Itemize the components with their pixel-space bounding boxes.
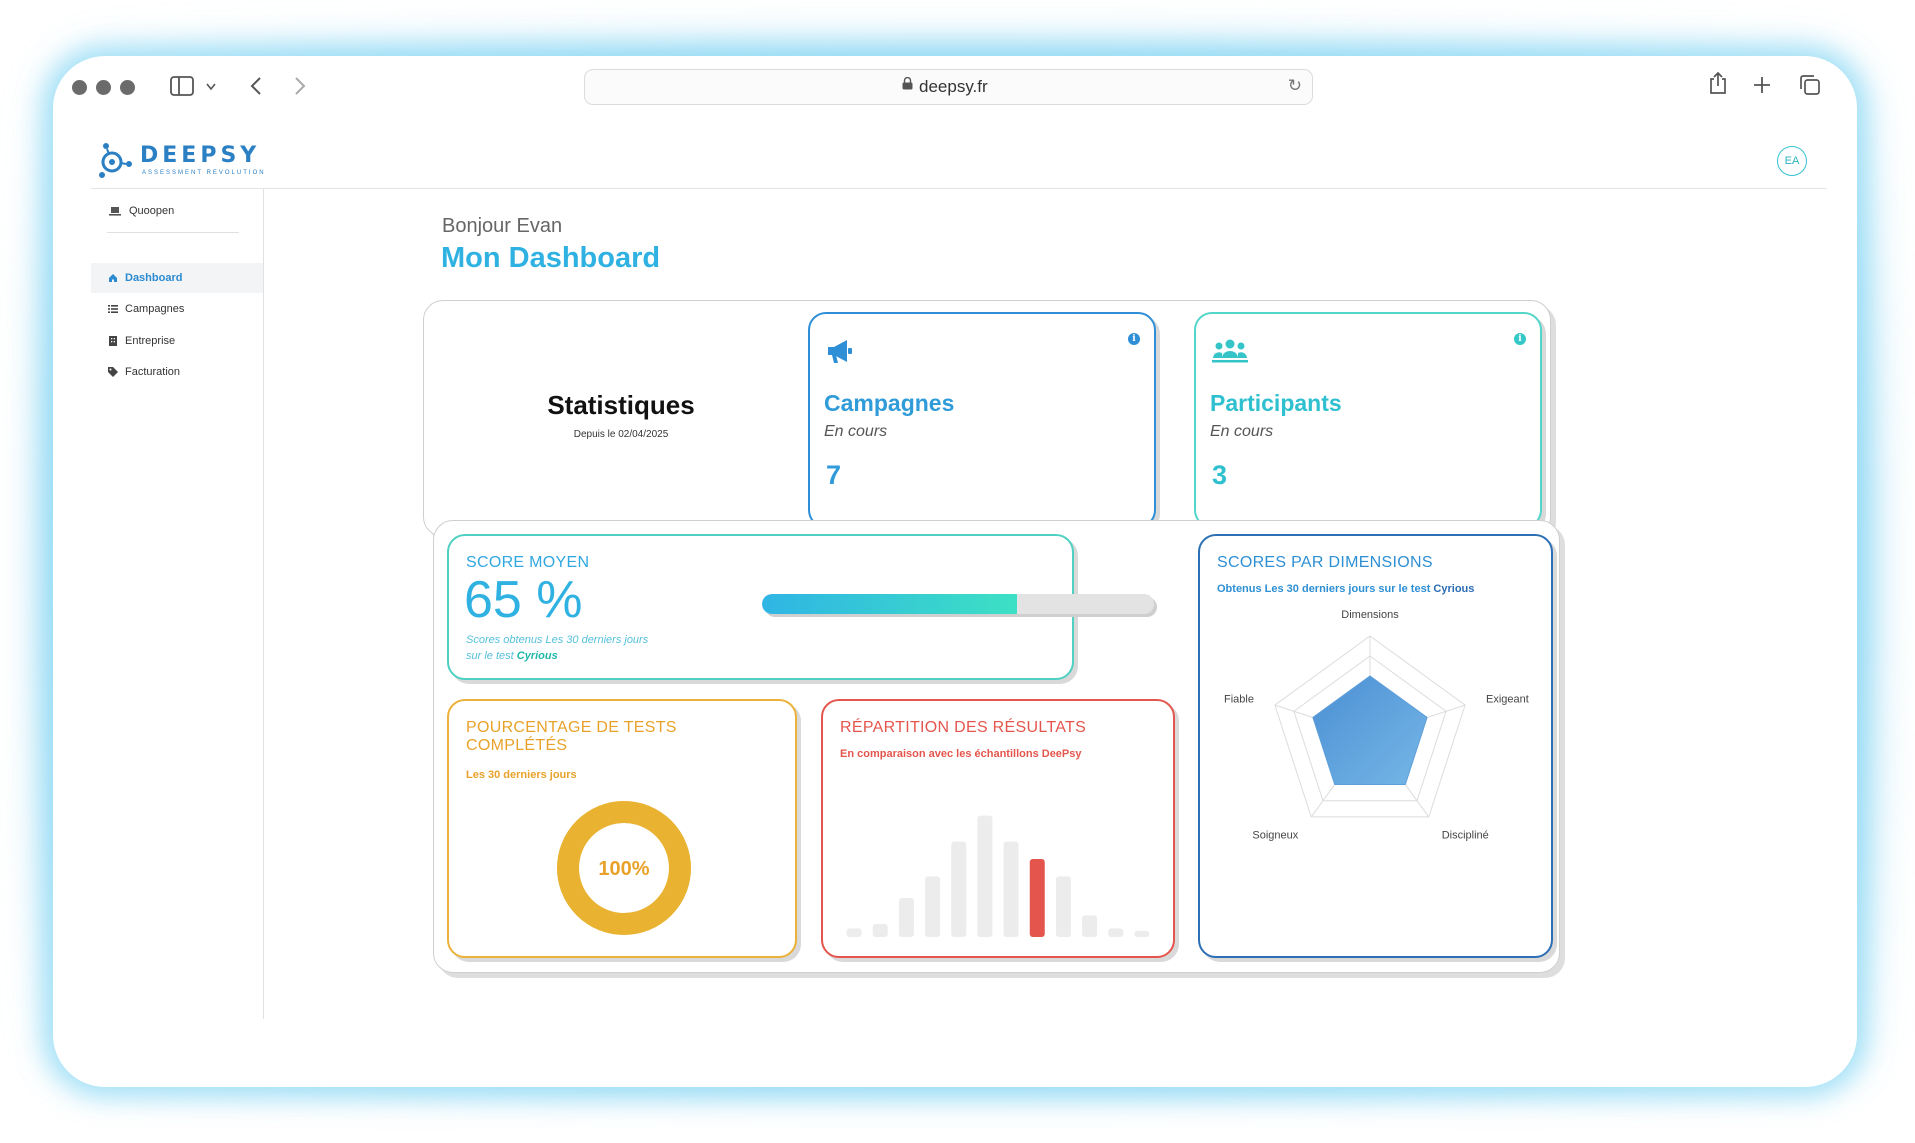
page-title: Mon Dashboard [441, 242, 661, 274]
dimensions-sub: Obtenus Les 30 derniers jours sur le tes… [1217, 583, 1474, 595]
forward-icon[interactable] [294, 76, 306, 96]
zoom-window-button[interactable] [120, 80, 135, 95]
bar-2 [898, 898, 914, 937]
sidebar-item-label: Entreprise [125, 335, 176, 347]
logo-text: DEEPSY [140, 143, 261, 168]
score-moyen-test-name: Cyrious [516, 650, 558, 662]
bar-1 [872, 924, 888, 937]
tag-icon [108, 367, 118, 377]
reload-icon[interactable]: ↻ [1287, 76, 1302, 95]
bar-7 [1029, 859, 1045, 937]
radar-series-area [1312, 675, 1428, 786]
participants-card[interactable]: i Participants En cours 3 [1194, 312, 1542, 528]
sidebar-item-facturation[interactable]: Facturation [91, 357, 263, 387]
organization-switcher[interactable]: Quoopen [109, 205, 174, 217]
bar-9 [1082, 915, 1098, 937]
share-icon[interactable] [1708, 71, 1728, 95]
deepsy-logo[interactable]: DEEPSY ASSESSMENT REVOLUTION [98, 140, 288, 184]
megaphone-icon [828, 340, 852, 363]
greeting: Bonjour Evan [442, 215, 563, 237]
dimensions-title: SCORES PAR DIMENSIONS [1217, 554, 1433, 571]
users-icon [1212, 339, 1248, 363]
radar-axis-label: Discipliné [1442, 830, 1489, 842]
score-moyen-note: Scores obtenus Les 30 derniers jours sur… [466, 632, 656, 664]
repartition-title: RÉPARTITION DES RÉSULTATS [840, 719, 1087, 736]
browser-window: deepsy.fr ↻ DEEPSY [53, 56, 1857, 1087]
campagnes-title: Campagnes [824, 390, 955, 416]
sidebar-divider [107, 232, 239, 233]
sidebar-item-entreprise[interactable]: Entreprise [91, 326, 263, 356]
bar-8 [1055, 876, 1071, 937]
info-icon[interactable]: i [1514, 333, 1526, 345]
radar-axis-label: Fiable [1224, 693, 1254, 705]
participants-count: 3 [1212, 460, 1228, 490]
chevron-down-icon[interactable] [206, 83, 216, 91]
score-moyen-title: SCORE MOYEN [466, 554, 590, 571]
sidebar-item-label: Facturation [125, 366, 181, 378]
score-progress-fill [762, 594, 1017, 614]
building-icon [109, 336, 117, 346]
new-tab-icon[interactable] [1753, 76, 1771, 94]
tab-overview-icon[interactable] [1799, 74, 1821, 96]
campagnes-count: 7 [826, 460, 842, 490]
radar-grid-ring [1274, 635, 1466, 818]
score-moyen-value: 65 % [464, 571, 583, 629]
score-moyen-note-text: Scores obtenus Les 30 derniers jours sur… [466, 634, 649, 662]
radar-axis-label: Soigneux [1252, 830, 1298, 842]
stats-since: Depuis le 02/04/2025 [573, 429, 669, 440]
donut-arc [557, 801, 691, 935]
deepsy-logo-icon [99, 143, 132, 178]
repartition-card: RÉPARTITION DES RÉSULTATS En comparaison… [821, 699, 1175, 958]
laptop-icon [109, 207, 121, 216]
completion-title: POURCENTAGE DE TESTS COMPLÉTÉS [466, 719, 677, 754]
user-avatar[interactable]: EA [1777, 146, 1807, 176]
bar-5 [977, 815, 993, 937]
list-icon [108, 305, 118, 313]
info-icon[interactable]: i [1128, 333, 1140, 345]
address-bar[interactable]: deepsy.fr ↻ [584, 69, 1313, 105]
dimensions-sub-text: Obtenus Les 30 derniers jours sur le tes… [1217, 583, 1431, 595]
participants-title: Participants [1210, 390, 1342, 416]
score-moyen-card: SCORE MOYEN 65 % Scores obtenus Les 30 d… [447, 534, 1154, 680]
stats-title: Statistiques [547, 390, 695, 420]
sidebar-item-dashboard[interactable]: Dashboard [91, 263, 263, 293]
participants-sub: En cours [1210, 423, 1274, 440]
sidebar-item-label: Campagnes [125, 303, 185, 315]
address-url: deepsy.fr [919, 77, 988, 96]
bar-6 [1003, 841, 1019, 937]
score-progress-bar [762, 594, 1154, 614]
sidebar-item-label: Dashboard [125, 272, 183, 284]
radar-axis-label: Dimensions [1341, 609, 1399, 621]
radar-axis-label: Exigeant [1486, 693, 1529, 705]
minimize-window-button[interactable] [96, 80, 111, 95]
bar-3 [925, 876, 941, 937]
sidebar-item-campagnes[interactable]: Campagnes [91, 294, 263, 324]
logo-tagline: ASSESSMENT REVOLUTION [142, 170, 266, 176]
dimensions-card: SCORES PAR DIMENSIONS Obtenus Les 30 der… [1198, 534, 1553, 958]
app-header: DEEPSY ASSESSMENT REVOLUTION EA [91, 116, 1827, 189]
completion-sub: Les 30 derniers jours [466, 769, 577, 781]
completion-donut: 100% [557, 801, 691, 935]
campagnes-sub: En cours [824, 423, 888, 440]
campagnes-card[interactable]: i Campagnes En cours 7 [808, 312, 1156, 528]
bar-11 [1134, 930, 1150, 937]
bar-10 [1108, 928, 1124, 937]
lock-icon [902, 77, 913, 90]
organization-name: Quoopen [129, 205, 175, 217]
completion-card: POURCENTAGE DE TESTS COMPLÉTÉS Les 30 de… [447, 699, 797, 958]
completion-value: 100% [598, 858, 649, 880]
sidebar-toggle-icon[interactable] [170, 76, 194, 96]
close-window-button[interactable] [72, 80, 87, 95]
sidebar: Quoopen Dashboard Campagnes Entreprise F… [91, 189, 264, 1019]
repartition-bar-chart [846, 815, 1150, 937]
dimensions-radar-chart: Dimensions Exigeant Discipliné Soigneux Fiab… [1224, 609, 1529, 842]
bar-4 [951, 841, 967, 937]
repartition-sub: En comparaison avec les échantillons Dee… [840, 748, 1082, 760]
radar-grid-ring [1293, 655, 1447, 802]
back-icon[interactable] [250, 76, 262, 96]
bar-0 [846, 928, 862, 937]
home-icon [109, 274, 117, 282]
browser-toolbar: deepsy.fr ↻ [53, 56, 1857, 116]
dimensions-test-name: Cyrious [1433, 583, 1475, 595]
